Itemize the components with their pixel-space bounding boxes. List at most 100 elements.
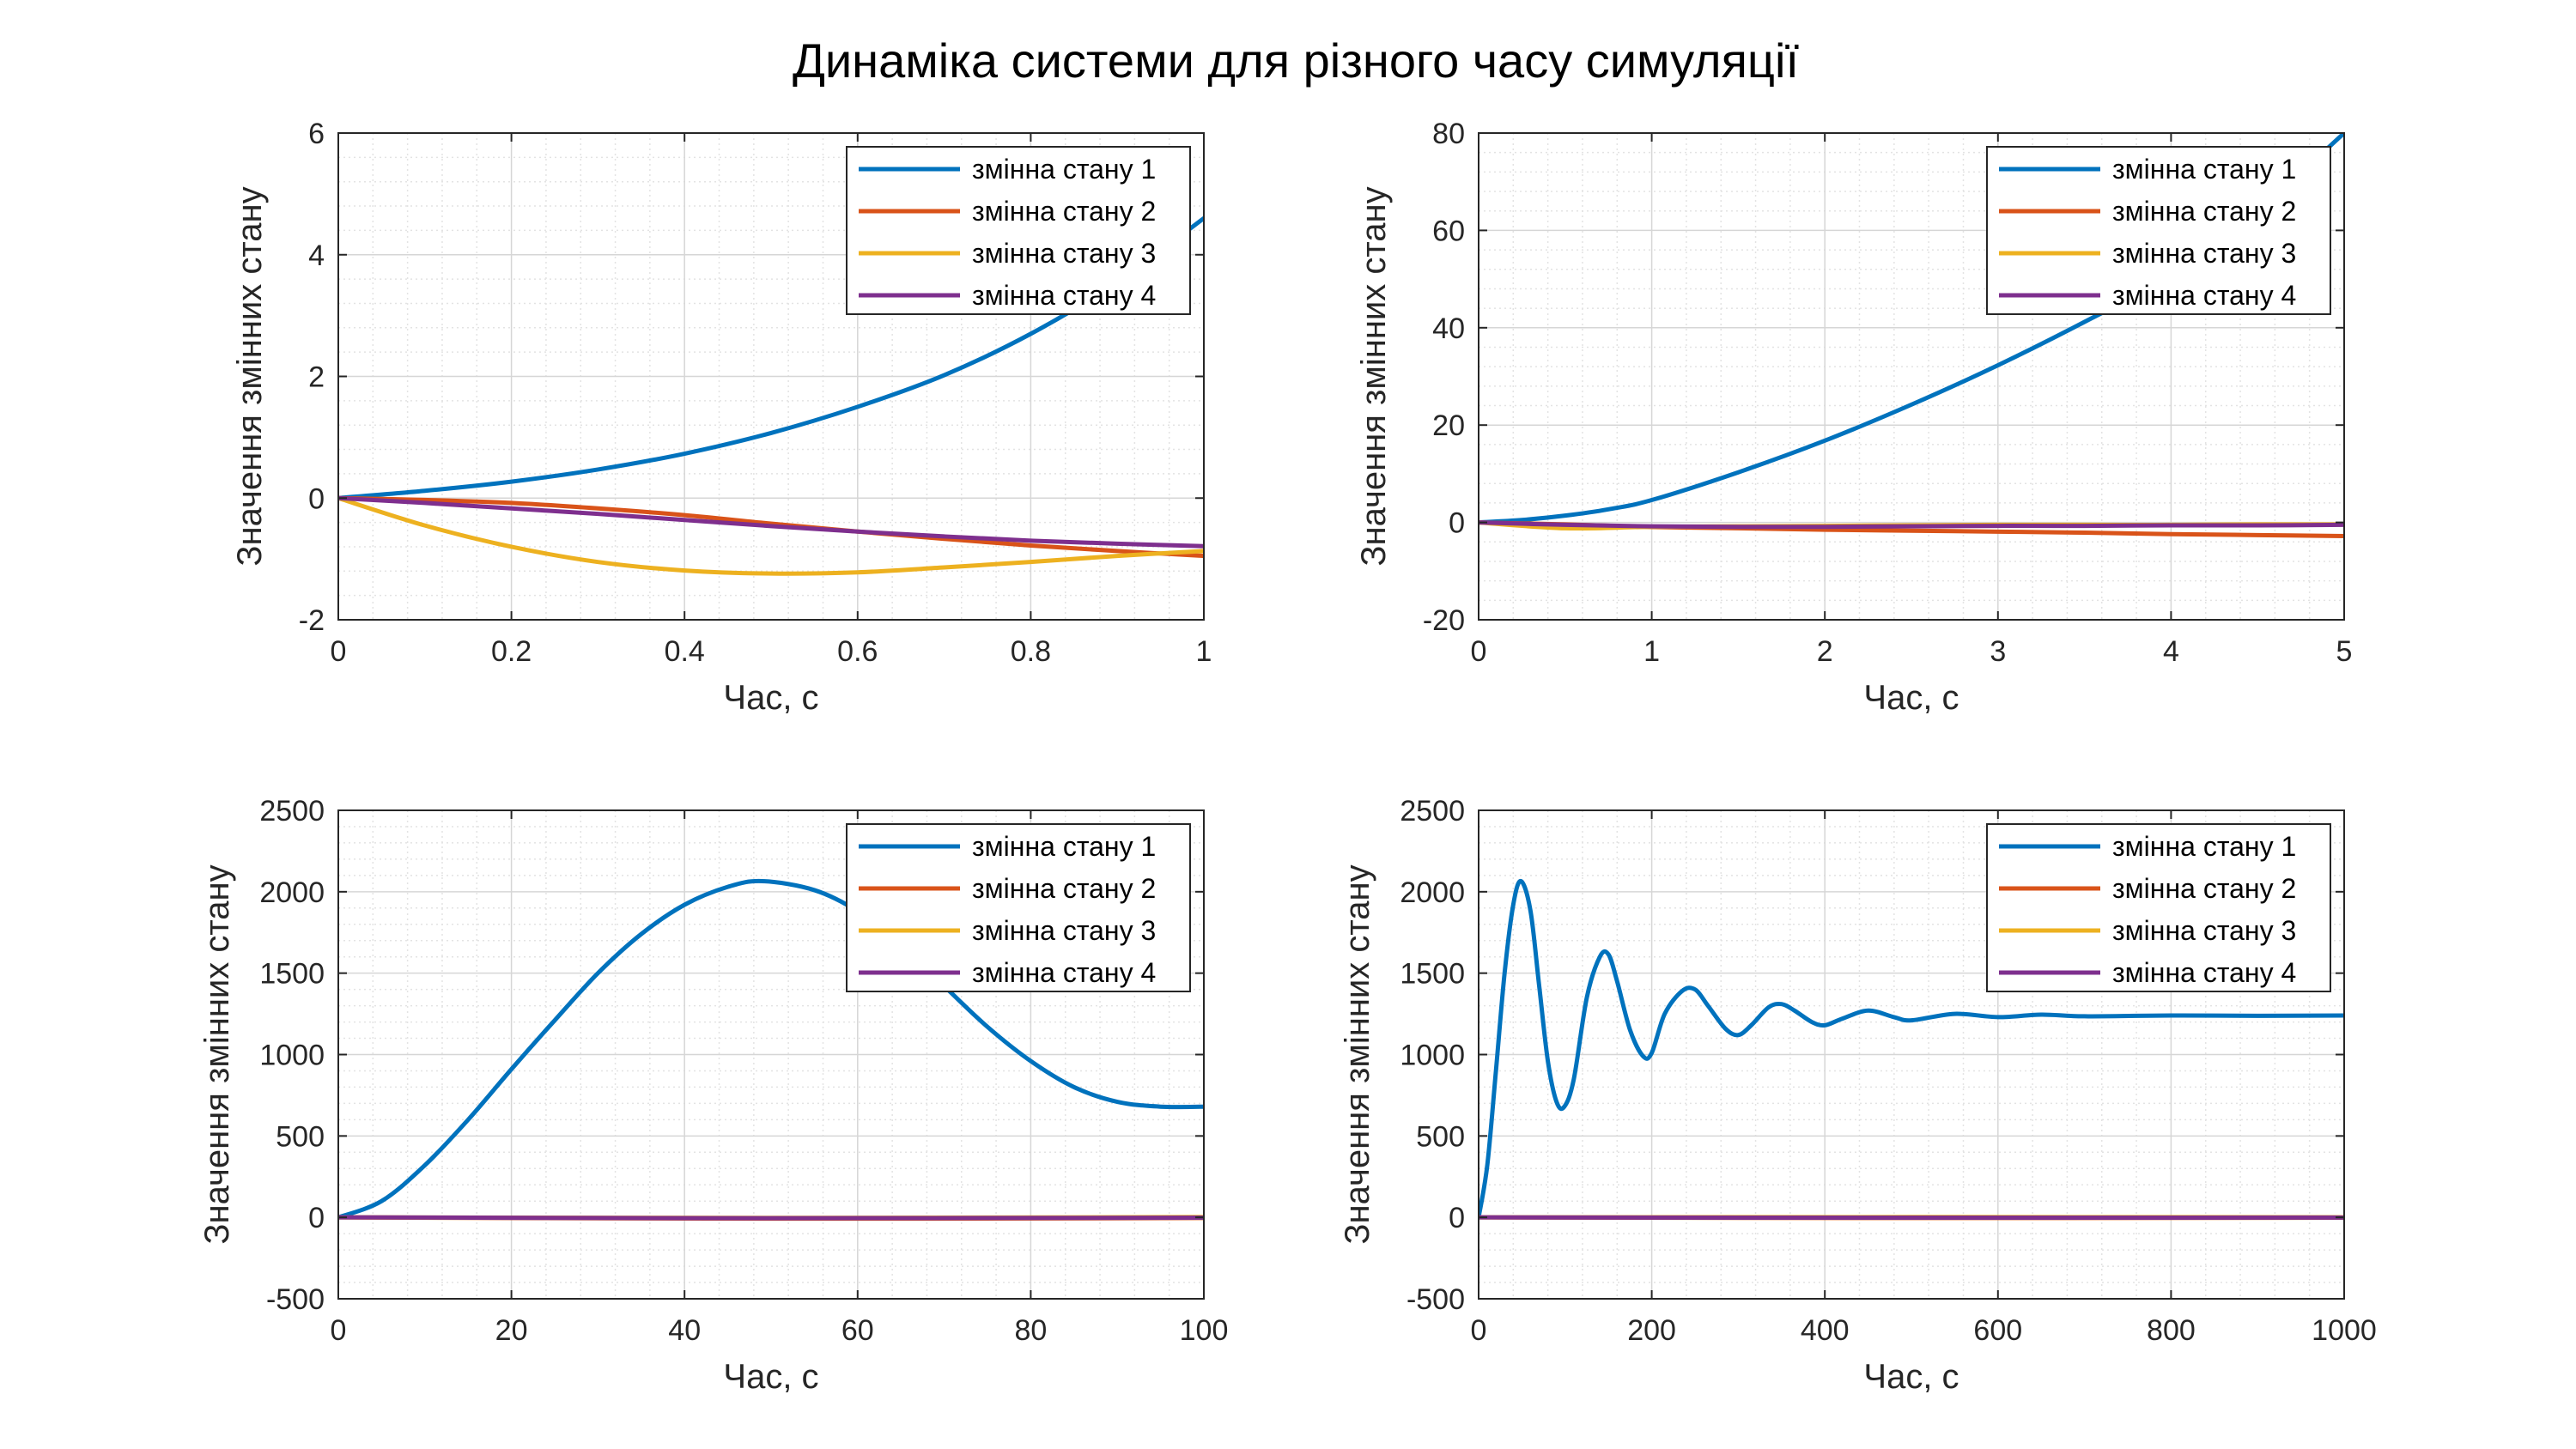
legend: змінна стану 1 змінна стану 2 змінна стану… [846, 146, 1191, 315]
legend-label: змінна стану 2 [2112, 873, 2296, 904]
series-line-4 [338, 1215, 1204, 1221]
legend-label: змінна стану 2 [2112, 196, 2296, 227]
x-tick-label: 1 [1643, 635, 1660, 668]
x-axis-label: Час, с [1863, 679, 1959, 717]
legend-entry-2: змінна стану 2 [859, 196, 1156, 227]
y-tick-label: -500 [266, 1283, 325, 1316]
legend-entry-3: змінна стану 3 [1999, 915, 2296, 946]
y-tick-label: -500 [1406, 1283, 1465, 1316]
x-tick-label: 2 [1817, 635, 1833, 668]
legend-entry-2: змінна стану 2 [1999, 196, 2296, 227]
y-tick-label: 500 [1416, 1120, 1465, 1153]
x-tick-label: 800 [2147, 1314, 2196, 1347]
y-tick-label: 2000 [1400, 876, 1465, 909]
x-tick-label: 40 [668, 1314, 701, 1347]
series-group [1479, 879, 2344, 1221]
legend-box [1986, 823, 2331, 992]
series-group [338, 215, 1204, 576]
y-tick-label: 0 [1449, 507, 1465, 540]
figure-title: Динаміка системи для різного часу симуля… [793, 33, 1799, 88]
y-tick-label: 1000 [1400, 1040, 1465, 1072]
legend-label: змінна стану 1 [972, 154, 1156, 185]
chart-panel-4: 0 200 400 600 800 1000-5000500100015002000250… [1339, 795, 2377, 1396]
x-tick-label: 0.2 [491, 635, 532, 668]
y-tick-label: 2500 [1400, 795, 1465, 828]
y-tick-label: 2000 [259, 876, 325, 909]
series-group [338, 878, 1204, 1222]
legend-label: змінна стану 2 [972, 873, 1156, 904]
x-tick-label: 4 [2163, 635, 2179, 668]
legend-label: змінна стану 3 [972, 915, 1156, 946]
x-tick-label: 0.6 [837, 635, 878, 668]
legend-entry-1: змінна стану 1 [859, 831, 1156, 862]
y-tick-label: 60 [1432, 215, 1465, 247]
y-tick-label: 0 [1449, 1202, 1465, 1234]
legend-label: змінна стану 4 [2112, 957, 2296, 988]
x-tick-label: 400 [1801, 1314, 1850, 1347]
y-tick-label: 0 [308, 482, 325, 515]
x-tick-label: 1000 [2312, 1314, 2377, 1347]
legend-label: змінна стану 1 [2112, 154, 2296, 185]
legend-label: змінна стану 2 [972, 196, 1156, 227]
y-axis-label: Значення змінних стану [231, 186, 269, 566]
legend-box [846, 146, 1191, 315]
y-tick-label: -2 [299, 604, 325, 637]
y-tick-label: 2 [308, 361, 325, 394]
x-tick-label: 0 [1471, 1314, 1487, 1347]
y-axis-label: Значення змінних стану [1339, 864, 1376, 1244]
legend-box [1986, 146, 2331, 315]
x-tick-label: 0 [1471, 635, 1487, 668]
legend-entry-3: змінна стану 3 [859, 915, 1156, 946]
legend-entry-2: змінна стану 2 [1999, 873, 2296, 904]
y-tick-label: 1000 [259, 1040, 325, 1072]
series-line-3 [338, 495, 1204, 576]
y-tick-label: 2500 [259, 795, 325, 828]
x-tick-label: 80 [1014, 1314, 1047, 1347]
series-line-4 [338, 495, 1204, 549]
y-tick-label: 40 [1432, 312, 1465, 345]
legend-label: змінна стану 4 [2112, 280, 2296, 311]
x-tick-label: 5 [2336, 635, 2353, 668]
legend-entry-1: змінна стану 1 [1999, 831, 2296, 862]
legend-entry-3: змінна стану 3 [859, 238, 1156, 269]
x-tick-label: 3 [1990, 635, 2006, 668]
x-tick-label: 100 [1180, 1314, 1229, 1347]
x-axis-label: Час, с [1863, 1358, 1959, 1396]
series-line-1 [1479, 879, 2344, 1220]
x-tick-label: 600 [1973, 1314, 2022, 1347]
legend-entry-3: змінна стану 3 [1999, 238, 2296, 269]
legend: змінна стану 1 змінна стану 2 змінна стану… [846, 823, 1191, 992]
x-tick-label: 0 [331, 1314, 347, 1347]
legend-entry-4: змінна стану 4 [1999, 957, 2296, 988]
y-tick-label: 500 [276, 1120, 325, 1153]
series-line-1 [338, 878, 1204, 1220]
legend-label: змінна стану 4 [972, 957, 1156, 988]
legend-entry-4: змінна стану 4 [1999, 280, 2296, 311]
y-tick-label: 1500 [259, 958, 325, 991]
legend-label: змінна стану 3 [2112, 238, 2296, 269]
x-tick-label: 1 [1196, 635, 1212, 668]
y-tick-label: 6 [308, 118, 325, 150]
legend-label: змінна стану 1 [2112, 831, 2296, 862]
y-axis-label: Значення змінних стану [198, 864, 236, 1244]
legend-box [846, 823, 1191, 992]
y-tick-label: 80 [1432, 118, 1465, 150]
x-tick-label: 0.4 [665, 635, 705, 668]
y-tick-label: 4 [308, 239, 325, 272]
x-tick-label: 60 [841, 1314, 874, 1347]
y-tick-label: 0 [308, 1202, 325, 1234]
x-axis-label: Час, с [723, 1358, 818, 1396]
x-tick-label: 200 [1627, 1314, 1676, 1347]
x-axis-label: Час, с [723, 679, 818, 717]
series-line-1 [338, 215, 1204, 500]
legend-entry-1: змінна стану 1 [859, 154, 1156, 185]
x-tick-label: 0 [331, 635, 347, 668]
legend-entry-4: змінна стану 4 [859, 957, 1156, 988]
legend-label: змінна стану 4 [972, 280, 1156, 311]
series-line-2 [338, 495, 1204, 559]
legend-label: змінна стану 1 [972, 831, 1156, 862]
y-tick-label: 20 [1432, 409, 1465, 442]
